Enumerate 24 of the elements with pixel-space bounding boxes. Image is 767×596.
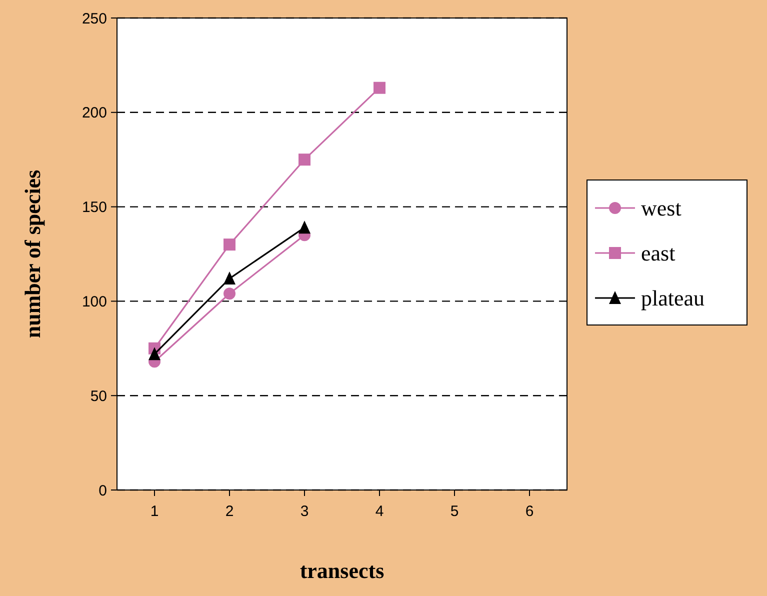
- y-tick-label: 100: [82, 293, 107, 310]
- y-axis-title: number of species: [20, 169, 45, 338]
- y-tick-label: 200: [82, 104, 107, 122]
- legend-label: plateau: [641, 286, 705, 311]
- x-axis-title: transects: [300, 558, 385, 583]
- y-tick-label: 0: [98, 482, 107, 500]
- x-tick-label: 6: [525, 503, 534, 520]
- x-tick-label: 4: [375, 503, 384, 520]
- x-tick-label: 1: [150, 503, 159, 520]
- point: [298, 220, 310, 234]
- x-tick-label: 2: [225, 503, 234, 520]
- x-tick-label: 5: [450, 503, 459, 520]
- x-tick-label: 3: [300, 503, 309, 520]
- y-tick-label: 150: [82, 199, 107, 216]
- point: [148, 347, 160, 360]
- y-tick-label: 250: [82, 10, 107, 28]
- legend-label: east: [641, 240, 676, 266]
- point: [224, 288, 236, 300]
- legend-label: west: [641, 196, 682, 221]
- point: [224, 238, 236, 251]
- y-tick-label: 50: [90, 388, 107, 405]
- point: [224, 272, 236, 285]
- point: [374, 82, 386, 94]
- point: [298, 154, 310, 166]
